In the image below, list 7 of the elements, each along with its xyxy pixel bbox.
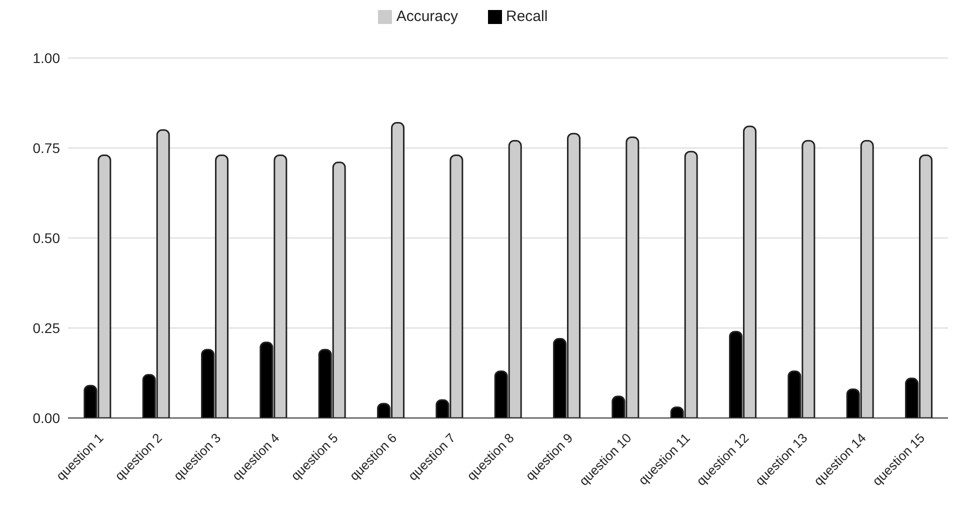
y-tick-label: 1.00 xyxy=(32,50,60,66)
legend-label: Recall xyxy=(506,8,548,25)
y-tick-label: 0.50 xyxy=(32,230,60,246)
y-tick-label: 0.25 xyxy=(32,320,60,336)
legend-label: Accuracy xyxy=(396,8,458,25)
y-tick-label: 0.75 xyxy=(32,140,60,156)
y-tick-label: 0.00 xyxy=(32,410,60,426)
